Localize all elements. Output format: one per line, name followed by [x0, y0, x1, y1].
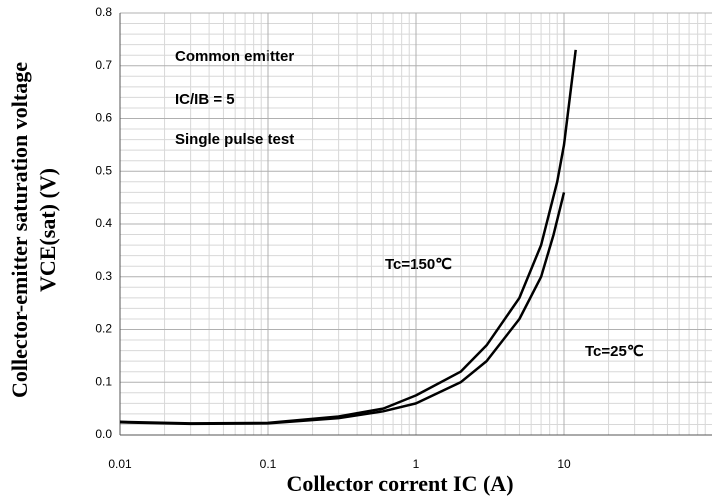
- x-tick-label: 0.1: [260, 457, 277, 471]
- y-tick-label: 0.4: [95, 216, 112, 230]
- series-line: [119, 192, 566, 426]
- y-tick-label: 0.1: [95, 374, 112, 388]
- x-tick-label: 0.01: [108, 457, 132, 471]
- annotation: Common emitter: [175, 48, 294, 65]
- y-tick-label: 0.8: [95, 5, 112, 19]
- y-tick-label: 0.0: [95, 427, 112, 441]
- series-label: Tc=25℃: [585, 343, 644, 360]
- y-tick-label: 0.5: [95, 163, 112, 177]
- y-axis-label: Collector-emitter saturation voltage: [7, 62, 32, 398]
- y-tick-label: 0.7: [95, 58, 112, 72]
- x-axis-label: Collector corrent IC (A): [286, 471, 513, 496]
- y-tick-label: 0.2: [95, 322, 112, 336]
- annotation: IC/IB = 5: [175, 91, 235, 108]
- annotation: Single pulse test: [175, 131, 294, 148]
- x-tick-label: 10: [557, 457, 571, 471]
- series-label: Tc=150℃: [385, 256, 452, 273]
- x-tick-label: 1: [413, 457, 420, 471]
- y-tick-label: 0.3: [95, 269, 112, 283]
- y-axis-label: VCE(sat) (V): [35, 168, 60, 292]
- y-tick-label: 0.6: [95, 111, 112, 125]
